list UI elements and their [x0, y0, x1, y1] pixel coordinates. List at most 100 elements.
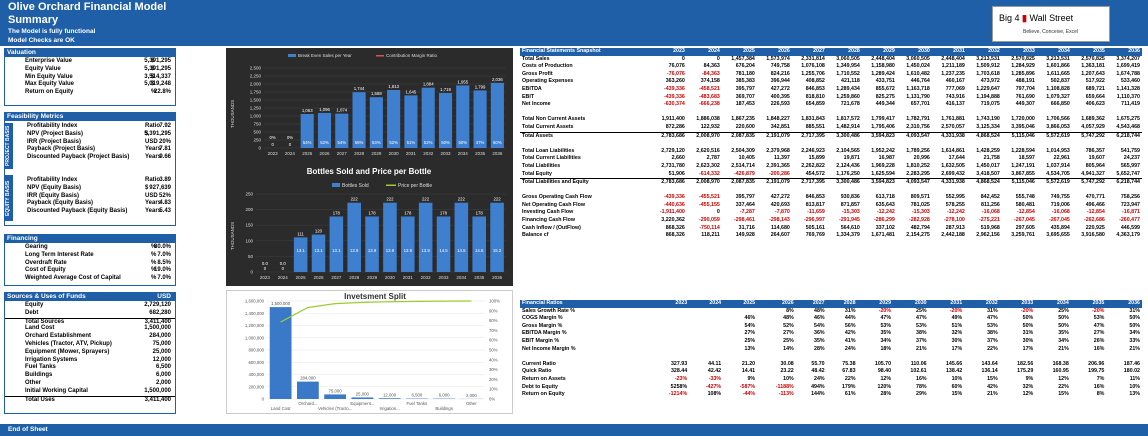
table-cell	[650, 140, 687, 148]
table-cell: 1,014,953	[1046, 147, 1070, 154]
table-cell: 2,570,825	[1011, 55, 1035, 62]
table-cell: 4,057,929	[1081, 123, 1105, 130]
y-tick: 400,000	[248, 372, 264, 377]
pct-tick: 50%	[489, 348, 498, 353]
header-banner: Olive Orchard Financial Model Summary Th…	[0, 0, 1148, 46]
table-cell: 56%	[844, 322, 856, 329]
table-cell: 21%	[1058, 345, 1069, 352]
year-header: 2026	[757, 300, 796, 308]
table-cell: 3,060,505	[906, 55, 930, 62]
bar-value-label: 178	[476, 210, 484, 215]
table-cell: 420,693	[770, 201, 790, 208]
table-cell: 144%	[811, 391, 825, 398]
table-cell: 2,191,079	[756, 131, 792, 141]
table-cell: 885,551	[805, 123, 825, 130]
table-cell: 2,448,404	[871, 55, 895, 62]
table-row: Financing Cash Flow 3,220,362 -290,059 -298…	[520, 217, 1142, 225]
pct-tick: 70%	[489, 328, 498, 333]
investment-bar	[269, 307, 292, 399]
row-label: Total Sales	[522, 55, 550, 62]
table-cell: 533,460	[1120, 78, 1140, 85]
year-header: 2023	[650, 48, 687, 56]
table-cell: 786,357	[1085, 147, 1105, 154]
bottles-bar	[454, 202, 469, 272]
table-cell: 1,611,665	[1046, 70, 1070, 77]
x-category: Fuel Tanks	[407, 401, 428, 406]
sheet-title: Summary	[8, 14, 59, 26]
row-label: Financing Cash Flow	[522, 217, 575, 224]
table-cell: 26%	[1093, 337, 1105, 344]
table-cell	[1002, 109, 1037, 117]
table-cell	[1037, 187, 1072, 195]
table-cell	[689, 353, 723, 361]
bar-value-label: 75,000	[329, 388, 343, 393]
bar-value-label: 178	[368, 210, 376, 215]
table-cell: 1,228,594	[1011, 147, 1035, 154]
table-cell: 449,344	[875, 101, 895, 108]
table-cell: 10,405	[738, 155, 755, 162]
table-cell: -20%	[949, 307, 963, 314]
table-cell: -750,114	[699, 224, 720, 231]
table-cell: 22%	[987, 345, 998, 352]
year-header: 2025	[721, 48, 757, 56]
table-cell: 34%	[1058, 337, 1069, 344]
price-label: 13.1	[332, 248, 341, 253]
row-label: Total Liabilities	[522, 162, 561, 169]
y-tick: 2,000	[250, 82, 262, 87]
table-cell: 12%	[880, 375, 892, 382]
table-cell: 55.70	[811, 360, 825, 367]
table-cell: 76,076	[668, 63, 685, 70]
x-tick: 2028	[354, 151, 365, 156]
row-label: Investing Cash Flow	[522, 209, 574, 216]
table-cell	[650, 353, 689, 361]
table-cell: 49%	[951, 315, 963, 322]
margin-label: 51%	[407, 140, 416, 145]
bottles-bar	[347, 202, 361, 272]
table-cell: 8%	[1096, 391, 1105, 398]
metric-label: Equity	[25, 302, 44, 308]
table-cell: -439,336	[663, 93, 685, 100]
metric-label: Return on Equity	[25, 89, 74, 96]
y-tick: 1,500	[250, 98, 262, 103]
metric-value: 5,391,295	[144, 65, 171, 72]
year-header: 2030	[893, 300, 929, 308]
table-cell: -298,143	[768, 217, 790, 224]
table-cell: 13%	[1129, 391, 1140, 398]
metric-row: Enterprise Value $5,391,295	[5, 58, 175, 66]
table-cell: 846,853	[805, 194, 825, 201]
y-tick: 200,000	[248, 384, 264, 389]
year-header: 2033	[1001, 48, 1037, 56]
table-cell: 12%	[1058, 375, 1069, 382]
metric-label: Discounted Payback (Project Basis)	[27, 154, 130, 161]
table-cell: 15%	[1058, 391, 1069, 398]
table-cell: 84,363	[703, 63, 720, 70]
table-cell	[1106, 353, 1142, 361]
table-cell	[1037, 140, 1072, 148]
table-cell: 54%	[814, 322, 825, 329]
table-cell: 105.70	[874, 360, 892, 367]
table-row: Total Equity 51,906 -614,332 -426,879 -200,2…	[520, 171, 1142, 179]
table-cell: 1,614,861	[941, 147, 965, 154]
table-row	[520, 353, 1142, 361]
table-cell: -286,299	[873, 217, 895, 224]
table-row: Net Income -630,374 -666,238 187,453 226,593…	[520, 101, 1142, 109]
y-tick: 1,200,000	[245, 323, 265, 328]
table-cell: 433,751	[875, 78, 895, 85]
pct-tick: 20%	[489, 377, 498, 382]
year-header: 2026	[756, 48, 792, 56]
table-cell: 175.29	[1017, 368, 1034, 375]
row-label: Total Current Assets	[522, 123, 574, 130]
break-even-bar	[335, 113, 349, 148]
table-cell: 3,060,505	[836, 55, 860, 62]
table-cell: -84,363	[701, 70, 720, 77]
y-tick: 1,000,000	[245, 335, 265, 340]
row-label: Gross Operating Cash Flow	[522, 194, 592, 201]
table-cell	[1107, 140, 1142, 148]
table-cell	[796, 353, 827, 361]
metric-label: Debt	[25, 309, 39, 316]
table-cell: 16,987	[878, 155, 895, 162]
table-cell: 2,962,156	[976, 232, 1000, 239]
bar-value-label: 12,000	[383, 392, 397, 397]
year-header: 2031	[928, 300, 965, 308]
metric-label: Long Term Interest Rate	[25, 251, 94, 258]
